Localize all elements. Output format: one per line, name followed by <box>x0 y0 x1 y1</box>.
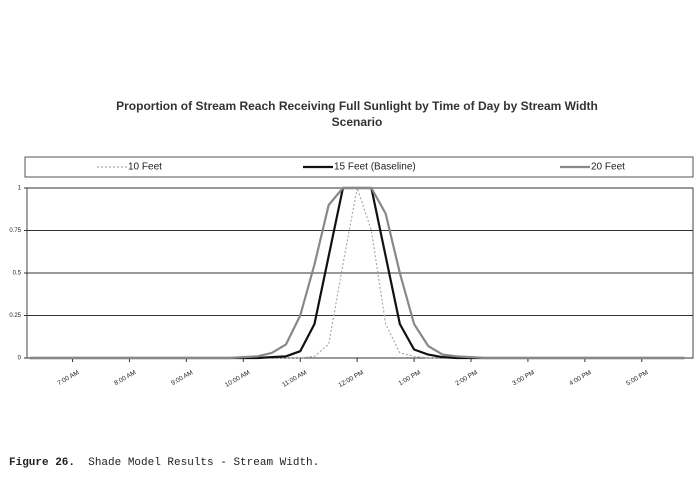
x-tick-label: 8:00 AM <box>113 369 137 387</box>
x-tick-label: 12:00 PM <box>337 369 365 389</box>
x-tick-label: 5:00 PM <box>625 369 649 387</box>
y-tick-label: 1 <box>18 186 22 192</box>
caption: Figure 26. Shade Model Results - Stream … <box>9 457 319 469</box>
x-tick-label: 3:00 PM <box>511 369 535 387</box>
chart-title: Proportion of Stream Reach Receiving Ful… <box>116 99 598 129</box>
x-tick-label: 11:00 AM <box>281 369 308 389</box>
x-tick-label: 7:00 AM <box>56 369 80 387</box>
y-tick-label: 0.25 <box>9 313 21 319</box>
legend-label: 20 Feet <box>591 162 625 173</box>
caption-text: Shade Model Results - Stream Width. <box>88 457 320 469</box>
x-tick-label: 1:00 PM <box>397 369 421 387</box>
caption-label: Figure 26. <box>9 457 76 469</box>
x-tick-label: 10:00 AM <box>224 369 251 389</box>
y-tick-label: 0.75 <box>9 228 21 234</box>
legend-label: 15 Feet (Baseline) <box>334 162 416 173</box>
x-tick-label: 4:00 PM <box>568 369 592 387</box>
x-tick-label: 9:00 AM <box>170 369 194 387</box>
y-tick-label: 0.5 <box>13 271 22 277</box>
series-line <box>29 186 685 360</box>
x-tick-label: 2:00 PM <box>454 369 478 387</box>
legend-label: 10 Feet <box>128 162 162 173</box>
legend-box <box>24 156 694 178</box>
y-tick-label: 0 <box>18 356 22 362</box>
